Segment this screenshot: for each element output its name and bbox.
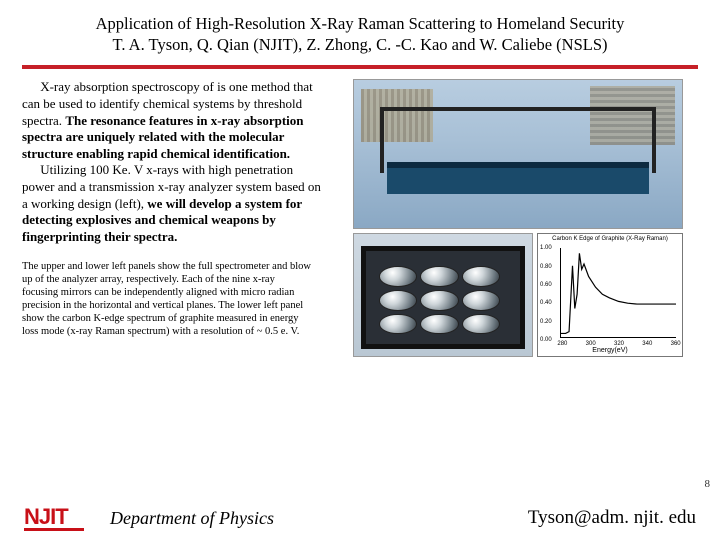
chart-ytick: 1.00: [540, 245, 552, 251]
chart-ytick: 0.60: [540, 282, 552, 288]
bottom-figure-row: Carbon K Edge of Graphite (X-Ray Raman) …: [353, 233, 683, 357]
title-authors: T. A. Tyson, Q. Qian (NJIT), Z. Zhong, C…: [30, 35, 690, 56]
mirror: [420, 290, 458, 311]
p1-text-bold: The resonance features in x-ray absorpti…: [22, 113, 304, 161]
mirror: [379, 266, 417, 287]
mirror: [379, 314, 417, 335]
chart-ytick: 0.80: [540, 264, 552, 270]
chart-ytick: 0.00: [540, 337, 552, 343]
njit-logo: NJIT: [24, 504, 96, 532]
department-label: Department of Physics: [110, 508, 274, 529]
footer: NJIT Department of Physics Tyson@adm. nj…: [0, 504, 720, 532]
chart-ytick: 0.40: [540, 300, 552, 306]
mirror: [420, 266, 458, 287]
chart-title: Carbon K Edge of Graphite (X-Ray Raman): [538, 236, 682, 242]
title-main: Application of High-Resolution X-Ray Ram…: [30, 14, 690, 35]
divider: [22, 65, 698, 69]
title-block: Application of High-Resolution X-Ray Ram…: [0, 0, 720, 59]
logo-underline: [24, 528, 84, 531]
figure-caption: The upper and lower left panels show the…: [22, 260, 312, 339]
mirror: [379, 290, 417, 311]
chart-line-svg: [561, 248, 676, 337]
paragraph-2: Utilizing 100 Ke. V x-rays with high pen…: [22, 162, 324, 245]
logo-text: NJIT: [24, 504, 68, 530]
spectrometer-photo: [353, 79, 683, 229]
mirror-grid: [379, 266, 500, 334]
contact-email: Tyson@adm. njit. edu: [528, 507, 696, 529]
mirror: [420, 314, 458, 335]
analyzer-array-photo: [353, 233, 533, 357]
chart-xtick: 280: [557, 341, 567, 347]
right-column: Carbon K Edge of Graphite (X-Ray Raman) …: [338, 79, 698, 357]
mirror: [462, 290, 500, 311]
mirror: [462, 266, 500, 287]
content-area: X-ray absorption spectroscopy of is one …: [0, 79, 720, 357]
chart-xtick: 300: [586, 341, 596, 347]
chart-xtick: 340: [642, 341, 652, 347]
chart-xlabel: Energy(eV): [538, 347, 682, 354]
mirror: [462, 314, 500, 335]
optical-bench: [387, 162, 649, 195]
left-column: X-ray absorption spectroscopy of is one …: [22, 79, 324, 357]
paragraph-1: X-ray absorption spectroscopy of is one …: [22, 79, 324, 162]
spectrum-chart: Carbon K Edge of Graphite (X-Ray Raman) …: [537, 233, 683, 357]
spectrum-line: [561, 254, 676, 334]
page-number: 8: [705, 478, 711, 490]
chart-xtick: 360: [671, 341, 681, 347]
chart-xtick: 320: [614, 341, 624, 347]
chart-ytick: 0.20: [540, 319, 552, 325]
chart-plot-area: [560, 248, 676, 338]
